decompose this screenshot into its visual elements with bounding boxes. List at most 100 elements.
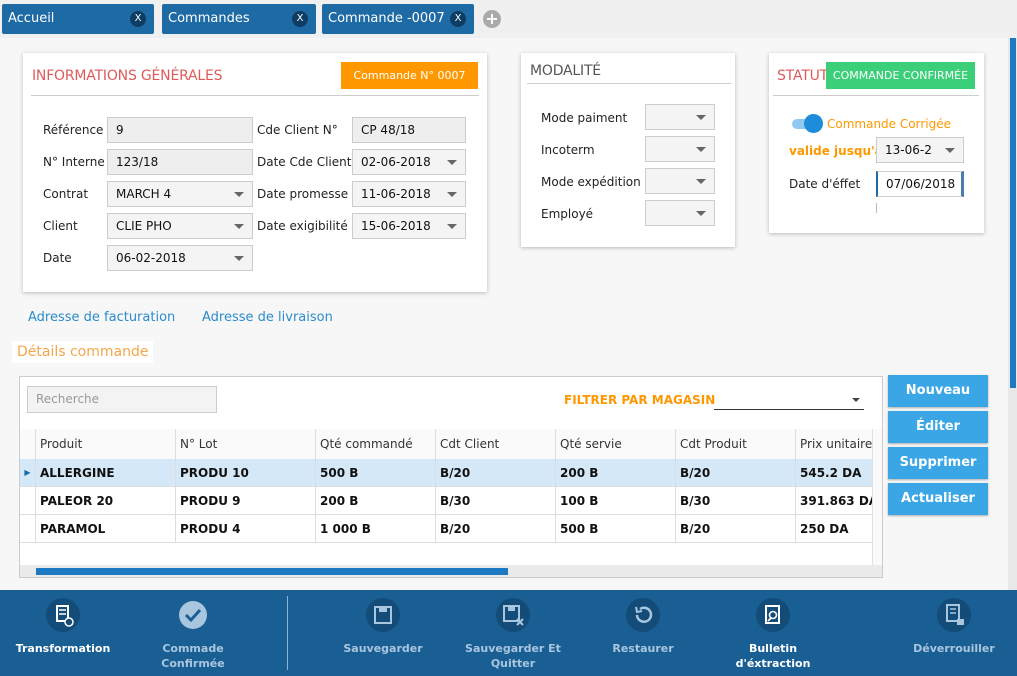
chevron-down-icon: [234, 256, 244, 261]
close-icon[interactable]: X: [130, 11, 146, 27]
client-value: CLIE PHO: [116, 219, 172, 233]
sq-label-1: Sauvegarder Et: [465, 642, 561, 655]
cell-qte-servie: 500 B: [556, 515, 676, 543]
cell-produit: ALLERGINE: [36, 459, 176, 487]
cell-lot: PRODU 10: [176, 459, 316, 487]
row-header-cell: [20, 515, 36, 543]
col-cdt-client[interactable]: Cdt Client: [436, 429, 556, 459]
expedition-select[interactable]: [645, 168, 715, 194]
exigibilite-label: Date exigibilité: [257, 219, 348, 233]
magasin-select[interactable]: [714, 390, 864, 410]
table-row[interactable]: PARAMOL PRODU 4 1 000 B B/20 500 B B/20 …: [20, 515, 872, 543]
cell-lot: PRODU 9: [176, 487, 316, 515]
col-qte-servie[interactable]: Qté servie: [556, 429, 676, 459]
date-cde-select[interactable]: 02-06-2018: [352, 149, 466, 175]
paiement-select[interactable]: [645, 104, 715, 130]
interne-value: 123/18: [116, 155, 159, 169]
search-placeholder: Recherche: [36, 392, 100, 406]
add-tab-icon[interactable]: +: [483, 10, 501, 28]
divider: [527, 83, 731, 84]
nouveau-button[interactable]: Nouveau: [888, 375, 988, 407]
toggle-label: Commande Corrigée: [827, 117, 951, 131]
col-cdt-produit[interactable]: Cdt Produit: [676, 429, 796, 459]
col-qte-commande[interactable]: Qté commandé: [316, 429, 436, 459]
paiement-label: Mode paiment: [541, 111, 628, 125]
divider: [31, 95, 479, 96]
cell-prix-unitaire: 391.863 DA: [800, 494, 872, 508]
close-icon[interactable]: X: [450, 11, 466, 27]
effet-value: 07/06/2018: [886, 177, 956, 191]
toggle-knob[interactable]: [804, 114, 823, 133]
scrollbar-thumb[interactable]: [1010, 38, 1016, 388]
employe-select[interactable]: [645, 200, 715, 226]
commade-label-1: Commade: [162, 642, 224, 655]
interne-field[interactable]: 123/18: [107, 149, 253, 175]
chevron-down-icon: [696, 147, 706, 152]
promesse-select[interactable]: 11-06-2018: [352, 181, 466, 207]
cell-lot: PRODU 4: [176, 515, 316, 543]
reference-field[interactable]: 9: [107, 117, 253, 143]
date-label: Date: [43, 251, 72, 265]
cell-cdt-client: B/20: [436, 459, 556, 487]
effet-input[interactable]: 07/06/2018: [876, 171, 964, 197]
bulletin-extraction-button[interactable]: Bulletin d'éxtraction: [720, 590, 826, 676]
cell-produit: PARAMOL: [36, 515, 176, 543]
contrat-select[interactable]: MARCH 4: [107, 181, 253, 207]
footer-toolbar: Transformation Commade Confirmée Sauvegar…: [0, 590, 1017, 676]
filter-label: FILTRER PAR MAGASIN: [564, 393, 716, 407]
sauvegarder-button[interactable]: Sauvegarder: [330, 590, 436, 676]
transformation-icon: [46, 598, 80, 632]
tab-accueil[interactable]: Accueil X: [2, 4, 154, 34]
contrat-value: MARCH 4: [116, 187, 172, 201]
cell-qte-servie: 200 B: [556, 459, 676, 487]
commade-label-2: Confirmée: [161, 657, 225, 670]
commade-confirmee-button[interactable]: Commade Confirmée: [140, 590, 246, 676]
cell-cdt-produit: B/20: [676, 459, 796, 487]
table-vertical-scrollbar[interactable]: [872, 429, 882, 565]
cde-client-field[interactable]: CP 48/18: [352, 117, 466, 143]
supprimer-button[interactable]: Supprimer: [888, 447, 988, 479]
details-commande-label: Détails commande: [12, 341, 154, 363]
modalite-card: MODALITÉ Mode paiment Incoterm Mode expé…: [521, 53, 735, 247]
table-row[interactable]: PALEOR 20 PRODU 9 200 B B/30 100 B B/30 …: [20, 487, 872, 515]
transformation-button[interactable]: Transformation: [10, 590, 116, 676]
valide-select[interactable]: 13-06-2: [876, 137, 964, 163]
client-select[interactable]: CLIE PHO: [107, 213, 253, 239]
col-produit[interactable]: Produit: [36, 429, 176, 459]
order-number-badge: Commande N° 0007: [341, 62, 478, 89]
col-prix-unitaire[interactable]: Prix unitaire: [796, 429, 872, 459]
table-horizontal-scrollbar[interactable]: [20, 565, 882, 577]
chevron-down-icon: [852, 398, 860, 402]
cell-prix-unitaire: 545.2 DA: [800, 466, 862, 480]
adresse-livraison-link[interactable]: Adresse de livraison: [202, 310, 333, 325]
check-circle-icon: [176, 598, 210, 632]
adresse-facturation-link[interactable]: Adresse de facturation: [28, 310, 176, 325]
cell-qte-commande: 500 B: [316, 459, 436, 487]
actualiser-button[interactable]: Actualiser: [888, 483, 988, 515]
cell-qte-commande: 200 B: [316, 487, 436, 515]
confirmed-badge: COMMANDE CONFIRMÉE: [826, 62, 975, 89]
scrollbar-thumb[interactable]: [36, 568, 508, 575]
restaurer-button[interactable]: Restaurer: [590, 590, 696, 676]
col-lot[interactable]: N° Lot: [176, 429, 316, 459]
exigibilite-select[interactable]: 15-06-2018: [352, 213, 466, 239]
tab-commandes[interactable]: Commandes X: [162, 4, 316, 34]
search-input[interactable]: Recherche: [27, 386, 217, 413]
vertical-scrollbar[interactable]: [1008, 38, 1017, 590]
restaurer-label: Restaurer: [612, 642, 674, 655]
date-select[interactable]: 06-02-2018: [107, 245, 253, 271]
incoterm-select[interactable]: [645, 136, 715, 162]
chevron-down-icon: [234, 192, 244, 197]
deverrouiller-button[interactable]: Déverrouiller: [902, 590, 1006, 676]
promesse-value: 11-06-2018: [361, 187, 431, 201]
cell-cdt-client: B/20: [436, 515, 556, 543]
close-icon[interactable]: X: [292, 11, 308, 27]
tab-commande-0007[interactable]: Commande -0007 X: [322, 4, 474, 34]
sauvegarder-quitter-button[interactable]: Sauvegarder Et Quitter: [456, 590, 570, 676]
table-row[interactable]: ▶ ALLERGINE PRODU 10 500 B B/20 200 B B/…: [20, 459, 872, 487]
chevron-down-icon: [696, 211, 706, 216]
statut-title: STATUT: [777, 68, 828, 84]
editer-button[interactable]: Éditer: [888, 411, 988, 443]
cell-cdt-produit: B/20: [676, 515, 796, 543]
chevron-down-icon: [696, 179, 706, 184]
